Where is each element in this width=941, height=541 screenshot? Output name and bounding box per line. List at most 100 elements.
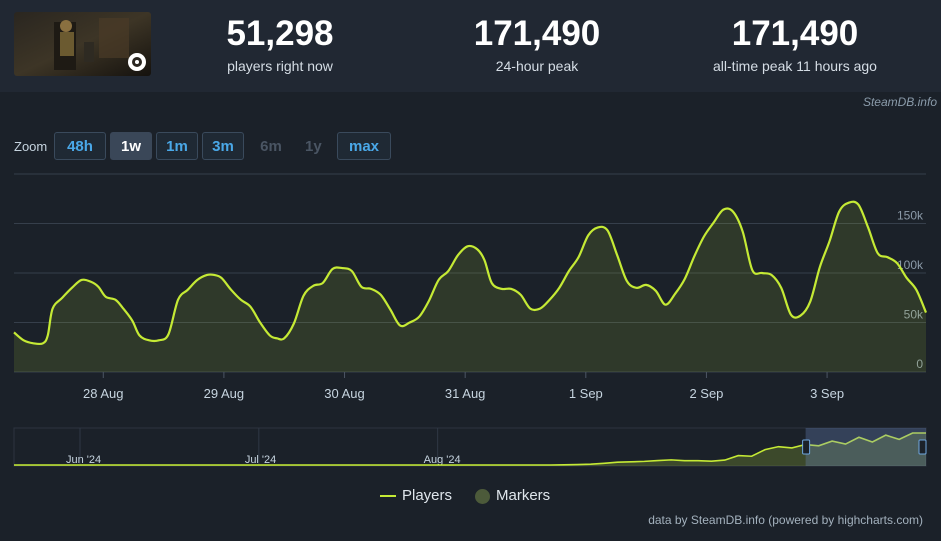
y-axis: 0 50k 100k 150k (897, 209, 924, 372)
navigator-month-label: Jun '24 (66, 454, 101, 466)
x-tick-label: 28 Aug (83, 386, 124, 401)
players-point (607, 229, 609, 231)
y-tick-label: 0 (916, 357, 923, 371)
players-point (206, 274, 208, 276)
players-point (597, 226, 599, 228)
players-point (925, 312, 927, 314)
players-point (886, 256, 888, 258)
players-point (713, 222, 715, 224)
players-point (148, 339, 150, 341)
players-point (857, 204, 859, 206)
players-point (491, 282, 493, 284)
players-point (896, 262, 898, 264)
all-time-peak-label: all-time peak 11 hours ago (713, 58, 877, 74)
players-point (230, 289, 232, 291)
steamdb-credit[interactable]: SteamDB.info (862, 95, 937, 109)
current-players-value: 51,298 (226, 14, 334, 53)
players-point (389, 309, 391, 311)
navigator-month-label: Jul '24 (245, 454, 276, 466)
players-point (645, 284, 647, 286)
players-point (703, 235, 705, 237)
x-tick-label: 2 Sep (689, 386, 723, 401)
players-point (428, 300, 430, 302)
navigator-area (14, 433, 926, 466)
players-point (196, 279, 198, 281)
players-point (447, 270, 449, 272)
players-point (915, 289, 917, 291)
players-point (529, 308, 531, 310)
players-point (341, 267, 343, 269)
players-point (693, 255, 695, 257)
zoom-max-button[interactable]: max (337, 132, 391, 160)
players-point (838, 211, 840, 213)
players-point (761, 272, 763, 274)
zoom-3m-button[interactable]: 3m (202, 132, 244, 160)
navigator-month-label: Aug '24 (424, 454, 461, 466)
players-point (467, 245, 469, 247)
players-point (283, 337, 285, 339)
x-tick-label: 1 Sep (569, 386, 603, 401)
zoom-1m-button[interactable]: 1m (156, 132, 198, 160)
chart-grid (14, 173, 926, 373)
players-point (751, 269, 753, 271)
x-tick-label: 31 Aug (445, 386, 486, 401)
players-point (331, 268, 333, 270)
zoom-label: Zoom (14, 139, 48, 154)
zoom-1w-button[interactable]: 1w (110, 132, 152, 160)
players-point (32, 342, 34, 344)
x-tick-label: 30 Aug (324, 386, 365, 401)
players-point (249, 306, 251, 308)
navigator-handle-right (918, 439, 927, 455)
players-area (14, 201, 926, 372)
y-tick-label: 150k (897, 209, 924, 223)
players-point (771, 274, 773, 276)
players-point (418, 316, 420, 318)
players-point (500, 288, 502, 290)
players-point (616, 254, 618, 256)
navigator-line (14, 432, 926, 466)
players-point (322, 282, 324, 284)
navigator: Jun '24 Jul '24 Aug '24 (13, 427, 927, 467)
legend-item-players[interactable]: Players (380, 487, 452, 504)
players-point (312, 285, 314, 287)
navigator-window (805, 428, 926, 466)
chart-panel (0, 112, 941, 541)
stat-current: 51,298 players right now (200, 14, 360, 74)
players-point (167, 333, 169, 335)
zoom-48h-button[interactable]: 48h (54, 132, 106, 160)
players-point (780, 287, 782, 289)
players-point (276, 337, 278, 339)
players-point (790, 314, 792, 316)
current-players-label: players right now (227, 58, 333, 74)
players-point (476, 248, 478, 250)
stat-24h-peak: 171,490 24-hour peak (450, 14, 624, 74)
game-thumbnail[interactable] (14, 12, 151, 76)
players-point (131, 320, 133, 322)
players-point (438, 279, 440, 281)
players-point (303, 295, 305, 297)
legend-item-markers[interactable]: Markers (475, 487, 550, 504)
players-point (587, 234, 589, 236)
players-legend-swatch (380, 495, 396, 498)
players-point (539, 308, 541, 310)
players-point (61, 297, 63, 299)
navigator-handle-left (802, 439, 811, 455)
players-point (848, 202, 850, 204)
players-point (510, 288, 512, 290)
y-tick-label: 100k (897, 258, 924, 272)
players-point (177, 299, 179, 301)
players-point (867, 226, 869, 228)
x-tick-label: 3 Sep (810, 386, 844, 401)
x-axis: 28 Aug 29 Aug 30 Aug 31 Aug 1 Sep 2 Sep 3 Sep (83, 372, 844, 401)
players-point (722, 209, 724, 211)
footer-attribution[interactable]: data by SteamDB.info (powered by highcha… (648, 513, 923, 527)
markers-legend-label: Markers (496, 487, 551, 504)
players-point (664, 304, 666, 306)
players-point (380, 294, 382, 296)
players-point (800, 315, 802, 317)
players-point (483, 259, 485, 261)
players-point (370, 288, 372, 290)
x-tick-label: 29 Aug (204, 386, 245, 401)
players-point (71, 287, 73, 289)
